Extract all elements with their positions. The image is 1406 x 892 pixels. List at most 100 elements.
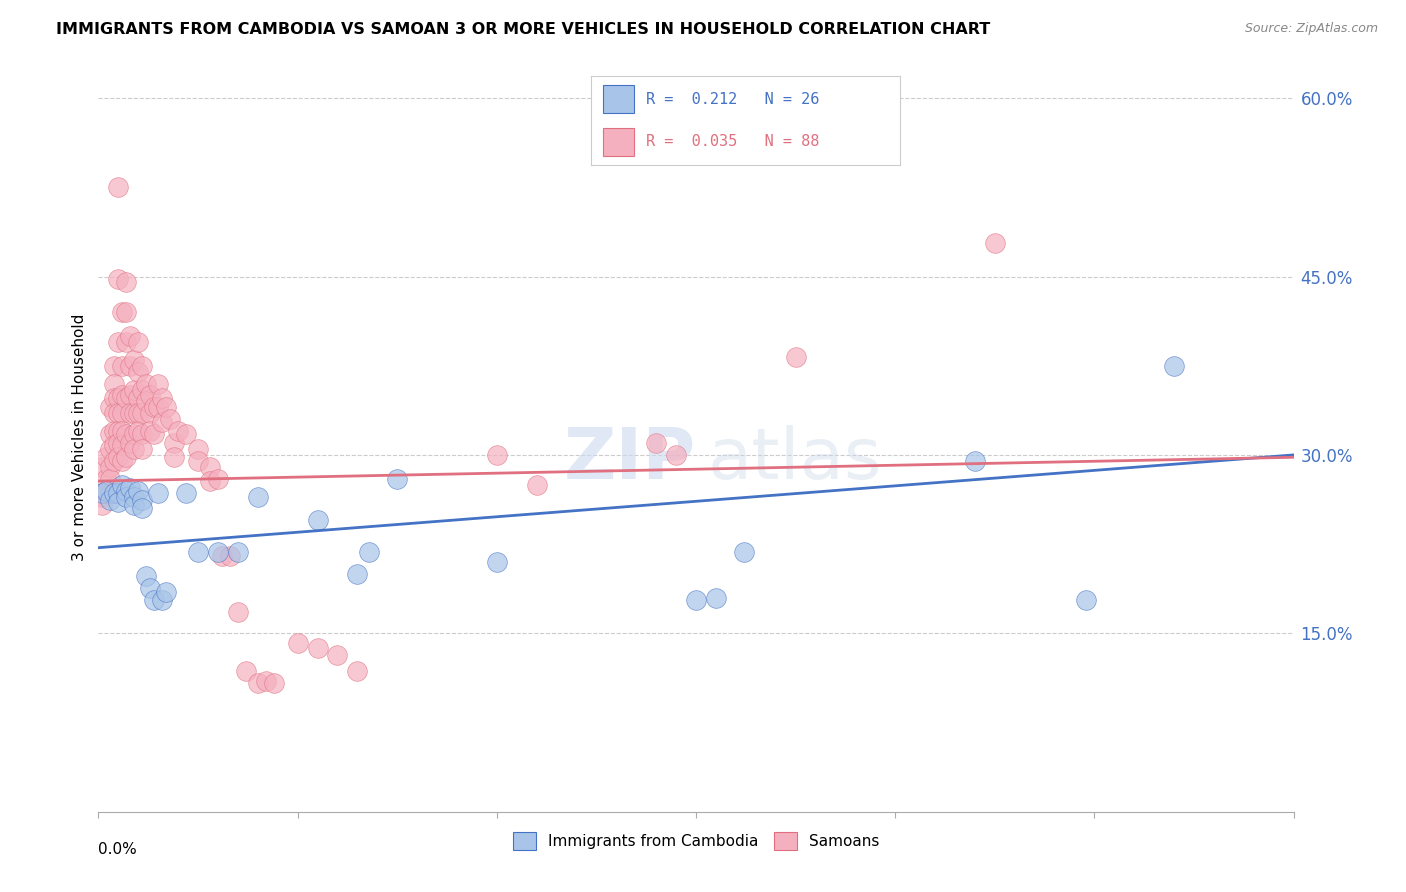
Point xyxy=(135,376,157,391)
Point xyxy=(115,334,138,349)
Text: 0.0%: 0.0% xyxy=(98,842,138,856)
Point xyxy=(111,477,134,491)
Point xyxy=(226,605,249,619)
Point xyxy=(167,424,190,438)
Bar xyxy=(603,85,634,113)
Text: R =  0.035   N = 88: R = 0.035 N = 88 xyxy=(647,135,820,149)
Point xyxy=(150,391,173,405)
Point xyxy=(98,401,122,415)
Point xyxy=(346,566,368,581)
Point xyxy=(120,436,142,450)
Point xyxy=(120,388,142,402)
Y-axis label: 3 or more Vehicles in Household: 3 or more Vehicles in Household xyxy=(72,313,87,561)
Bar xyxy=(603,128,634,156)
Point xyxy=(131,442,153,456)
Point xyxy=(115,450,138,465)
Point xyxy=(963,454,986,468)
Point xyxy=(139,424,162,438)
Point xyxy=(131,406,153,420)
Point xyxy=(107,180,129,194)
Point xyxy=(139,581,162,595)
Point xyxy=(665,448,688,462)
Point xyxy=(159,412,181,426)
Point xyxy=(111,406,134,420)
Point xyxy=(98,486,122,500)
Point xyxy=(98,426,122,441)
Point xyxy=(135,394,157,409)
Point xyxy=(139,406,162,420)
Point xyxy=(127,424,149,438)
Point xyxy=(131,383,153,397)
Point xyxy=(107,334,129,349)
Point xyxy=(155,584,177,599)
Point xyxy=(127,334,149,349)
Point xyxy=(96,472,118,486)
Point xyxy=(98,459,122,474)
Point xyxy=(91,459,114,474)
Legend: Immigrants from Cambodia, Samoans: Immigrants from Cambodia, Samoans xyxy=(506,826,886,856)
Point xyxy=(115,276,138,290)
Point xyxy=(111,359,134,373)
Point xyxy=(107,272,129,286)
Point xyxy=(198,474,221,488)
Point xyxy=(96,483,118,498)
Point xyxy=(111,438,134,452)
Point xyxy=(733,545,755,559)
Point xyxy=(485,448,508,462)
Point xyxy=(107,450,129,465)
Point xyxy=(115,490,138,504)
Point xyxy=(385,472,409,486)
Point xyxy=(219,549,242,563)
Point xyxy=(127,391,149,405)
Point xyxy=(124,498,146,512)
Point xyxy=(148,401,170,415)
Point xyxy=(1163,359,1185,373)
Point xyxy=(526,477,548,491)
Text: R =  0.212   N = 26: R = 0.212 N = 26 xyxy=(647,92,820,106)
Point xyxy=(155,401,177,415)
Point xyxy=(485,555,508,569)
Point xyxy=(131,426,153,441)
Point xyxy=(246,676,269,690)
Point xyxy=(187,442,209,456)
Point xyxy=(124,490,146,504)
Point xyxy=(124,442,146,456)
Point xyxy=(127,406,149,420)
Point xyxy=(124,406,146,420)
Point xyxy=(704,591,727,605)
Point xyxy=(120,359,142,373)
Point xyxy=(685,593,707,607)
Point xyxy=(107,486,129,500)
Point xyxy=(326,648,349,662)
Point xyxy=(91,486,114,500)
Point xyxy=(96,450,118,465)
Point xyxy=(143,401,166,415)
Point xyxy=(91,490,114,504)
Point xyxy=(254,673,277,688)
Point xyxy=(226,545,249,559)
Point xyxy=(103,359,125,373)
Point xyxy=(207,472,229,486)
Text: IMMIGRANTS FROM CAMBODIA VS SAMOAN 3 OR MORE VEHICLES IN HOUSEHOLD CORRELATION C: IMMIGRANTS FROM CAMBODIA VS SAMOAN 3 OR … xyxy=(56,22,990,37)
Point xyxy=(346,665,368,679)
Point xyxy=(148,486,170,500)
Point xyxy=(115,305,138,319)
Point xyxy=(131,493,153,508)
Point xyxy=(124,383,146,397)
Text: ZIP: ZIP xyxy=(564,425,696,494)
Point xyxy=(107,406,129,420)
Point xyxy=(307,513,329,527)
Point xyxy=(103,406,125,420)
Point xyxy=(198,459,221,474)
Point xyxy=(103,486,125,500)
Point xyxy=(211,549,233,563)
Point xyxy=(115,483,138,498)
Point xyxy=(307,640,329,655)
Point xyxy=(246,490,269,504)
Point xyxy=(103,376,125,391)
Point xyxy=(96,486,118,500)
Point xyxy=(645,436,668,450)
Point xyxy=(107,391,129,405)
Point xyxy=(91,498,114,512)
Point xyxy=(187,454,209,468)
